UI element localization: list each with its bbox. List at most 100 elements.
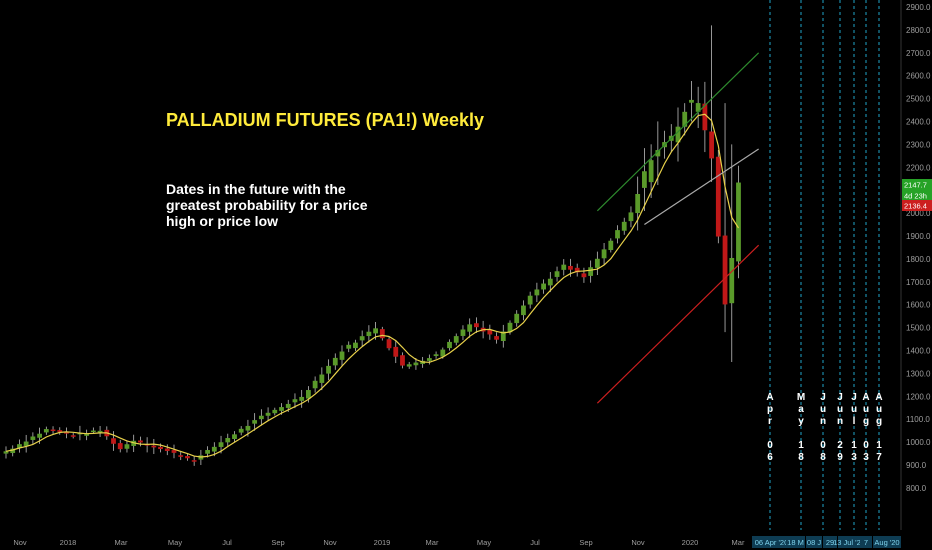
candle-body — [722, 235, 728, 305]
candle-body — [709, 131, 714, 159]
y-tick-label: 2600.0 — [906, 72, 931, 81]
y-tick-label: 800.0 — [906, 484, 927, 493]
cycle-date-char: u — [851, 404, 857, 415]
cycle-date-char: 9 — [837, 452, 843, 463]
cycle-date-char: u — [820, 404, 826, 415]
cycle-date-char: 1 — [798, 440, 804, 451]
y-tick-label: 2800.0 — [906, 26, 931, 35]
candle-body — [601, 249, 607, 259]
candle-body — [37, 433, 42, 438]
x-tick-label: Mar — [732, 538, 745, 547]
cycle-date-char: l — [853, 416, 856, 427]
y-tick-label: 2300.0 — [906, 140, 931, 149]
cycle-date-char: A — [862, 392, 869, 403]
candle-body — [393, 346, 399, 357]
cycle-date-char: 0 — [863, 440, 869, 451]
cycle-date-char: 8 — [820, 452, 826, 463]
y-tick-label: 2500.0 — [906, 95, 931, 104]
cycle-date-char: 0 — [767, 440, 773, 451]
candle-body — [642, 171, 647, 188]
price-label: 2147.7 — [904, 181, 927, 190]
chart-title: PALLADIUM FUTURES (PA1!) Weekly — [166, 110, 485, 130]
candle-body — [366, 331, 372, 337]
cycle-date-char: 8 — [798, 452, 804, 463]
candle-body — [547, 278, 553, 286]
x-tick-label: Nov — [631, 538, 645, 547]
x-tick-label: Sep — [579, 538, 592, 547]
date-label: 29 — [826, 538, 834, 547]
y-tick-label: 2400.0 — [906, 118, 931, 127]
candle-body — [541, 283, 546, 290]
chart-annotation: Dates in the future with the greatest pr… — [166, 181, 368, 229]
candle-body — [185, 456, 190, 459]
candle-body — [151, 445, 157, 448]
x-tick-label: May — [477, 538, 491, 547]
candle-body — [90, 430, 96, 433]
candle-body — [675, 126, 681, 143]
y-tick-label: 2900.0 — [906, 3, 931, 12]
date-label-box — [860, 536, 872, 548]
y-tick-label: 1000.0 — [906, 438, 931, 447]
candle-body — [232, 434, 237, 439]
candle-body — [655, 150, 661, 157]
candle-body — [265, 412, 271, 416]
y-tick-label: 1200.0 — [906, 392, 931, 401]
candle-body — [648, 160, 654, 183]
candle-body — [346, 344, 352, 349]
date-label-box — [806, 536, 822, 548]
cycle-date-char: g — [863, 416, 869, 427]
candle-body — [111, 438, 116, 444]
candle-body — [386, 339, 392, 349]
candle-body — [695, 103, 701, 112]
candle-body — [574, 267, 580, 273]
candle-body — [554, 271, 560, 277]
candle-body — [406, 364, 412, 367]
price-label: 4d 23h — [904, 192, 927, 201]
cycle-date-char: a — [798, 404, 804, 415]
candle-body — [568, 265, 573, 270]
trend-line — [596, 52, 760, 212]
candle-body — [124, 444, 130, 449]
price-label-box — [902, 179, 932, 190]
y-tick-label: 2700.0 — [906, 49, 931, 58]
candle-body — [447, 341, 452, 349]
candle-body — [332, 357, 338, 366]
candle-body — [17, 444, 22, 448]
cycle-date-char: g — [876, 416, 882, 427]
candle-body — [319, 374, 325, 383]
x-tick-label: 2018 — [60, 538, 77, 547]
candle-body — [487, 330, 493, 335]
candle-body — [729, 257, 735, 304]
candle-body — [178, 455, 184, 457]
x-tick-label: May — [168, 538, 182, 547]
date-label: 13 Jul '20 — [833, 538, 865, 547]
cycle-date-char: 3 — [863, 452, 869, 463]
candle-body — [218, 442, 224, 447]
candle-body — [581, 273, 587, 278]
candle-body — [715, 156, 721, 237]
y-tick-label: 1700.0 — [906, 278, 931, 287]
candle-body — [359, 336, 365, 341]
candle-body — [379, 329, 385, 339]
x-tick-label: 2019 — [374, 538, 391, 547]
date-label-box — [838, 536, 860, 548]
y-tick-label: 2000.0 — [906, 209, 931, 218]
date-label-box — [786, 536, 805, 548]
candle-body — [97, 430, 103, 433]
date-label-box — [752, 536, 791, 548]
candle-body — [460, 329, 466, 336]
candle-body — [521, 305, 526, 316]
y-tick-label: 1300.0 — [906, 369, 931, 378]
candle-body — [635, 193, 641, 214]
candle-body — [30, 436, 36, 440]
y-tick-label: 1600.0 — [906, 301, 931, 310]
candle-body — [64, 432, 69, 434]
candle-body — [279, 407, 284, 411]
cycle-date-char: y — [798, 416, 804, 427]
candle-body — [615, 230, 620, 239]
candle-body — [285, 403, 291, 408]
candle-body — [413, 362, 419, 366]
candle-body — [164, 448, 170, 451]
candle-body — [702, 103, 708, 131]
